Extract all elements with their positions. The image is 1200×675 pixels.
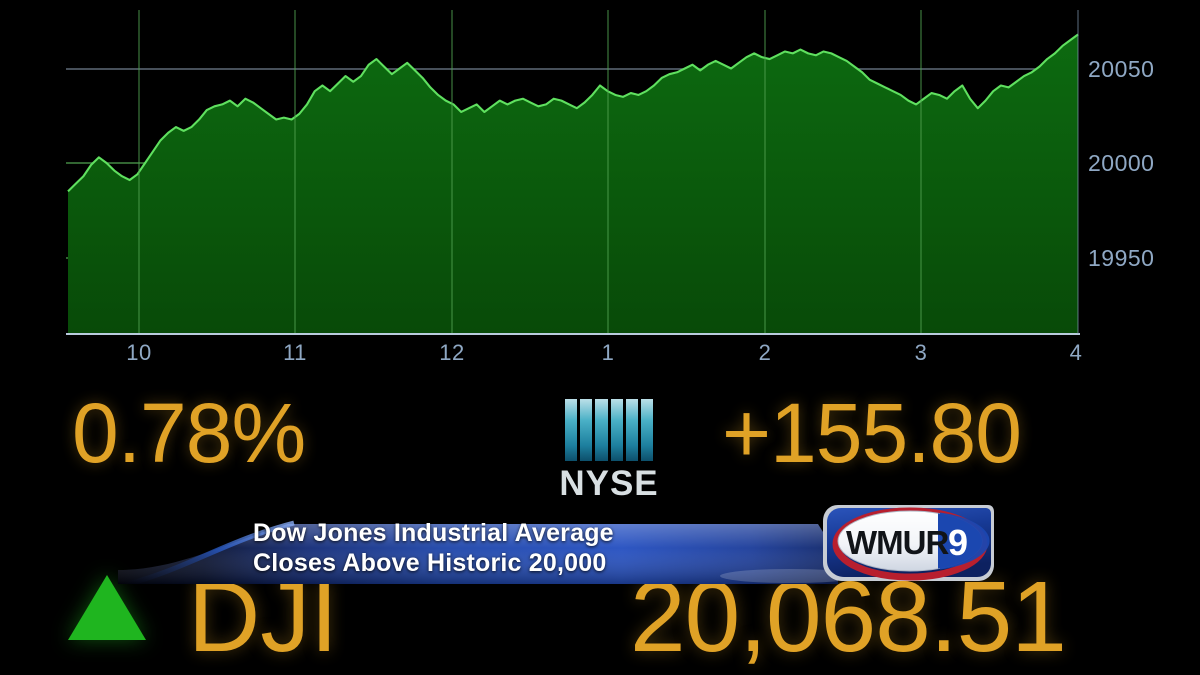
point-change-value: +155.80	[722, 386, 1022, 480]
wmur9-station-logo: WMUR 9	[820, 503, 995, 587]
x-axis-label-11: 11	[283, 340, 307, 365]
chart-line	[67, 33, 1079, 193]
nyse-bars-icon	[565, 399, 654, 461]
banner-headline-line2: Closes Above Historic 20,000	[253, 549, 607, 577]
stock-chart-panel: 20050 20000 19950 10 11 12 1 2 3 4	[66, 10, 1155, 365]
x-axis-label-3: 3	[914, 340, 928, 365]
chart-hour-separators	[138, 10, 922, 334]
x-axis-label-1: 1	[601, 340, 615, 365]
chart-area-fill	[68, 34, 1078, 334]
banner-headline-line1: Dow Jones Industrial Average	[253, 519, 614, 547]
y-axis-label-19950: 19950	[1088, 245, 1155, 271]
banner-background	[118, 520, 838, 584]
x-axis-label-2: 2	[758, 340, 772, 365]
percent-change-value: 0.78%	[72, 386, 306, 480]
intraday-area-chart	[66, 10, 1080, 335]
nyse-logo: NYSE	[559, 399, 659, 503]
x-axis-label-10: 10	[126, 340, 152, 365]
nyse-logo-text: NYSE	[559, 464, 659, 503]
y-axis-label-20050: 20050	[1088, 56, 1155, 82]
up-triangle-icon	[68, 575, 146, 640]
wmur9-logo-graphic: WMUR 9	[823, 505, 994, 581]
banner-headline: Dow Jones Industrial Average Closes Abov…	[253, 518, 614, 578]
x-axis-label-12: 12	[439, 340, 465, 365]
wmur-channel-number: 9	[948, 522, 968, 563]
lower-third-banner: Dow Jones Industrial Average Closes Abov…	[118, 512, 838, 584]
x-axis-label-4: 4	[1069, 340, 1083, 365]
wmur-callsign-text: WMUR	[846, 524, 949, 561]
y-axis-label-20000: 20000	[1088, 150, 1155, 176]
